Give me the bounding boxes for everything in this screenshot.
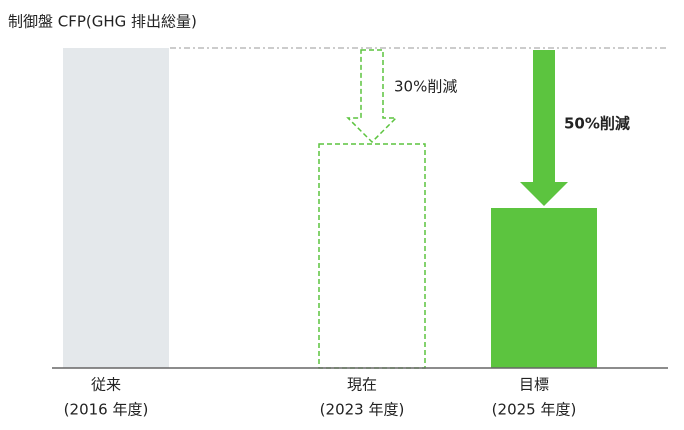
bar	[63, 48, 169, 368]
reduction-arrow	[520, 50, 568, 206]
bar	[318, 143, 426, 369]
x-tick-label: 従来	[91, 376, 121, 394]
x-tick-sublabel: (2016 年度)	[64, 401, 149, 419]
x-tick-sublabel: (2025 年度)	[492, 401, 577, 419]
x-tick-sublabel: (2023 年度)	[320, 401, 405, 419]
x-tick-label: 目標	[519, 376, 549, 394]
x-tick-label: 現在	[347, 376, 377, 394]
chart-title: 制御盤 CFP(GHG 排出総量)	[8, 13, 197, 31]
annotation: 50%削減	[564, 115, 630, 133]
bar	[491, 208, 597, 368]
annotation: 30%削減	[394, 78, 457, 96]
reduction-arrow	[346, 49, 398, 144]
